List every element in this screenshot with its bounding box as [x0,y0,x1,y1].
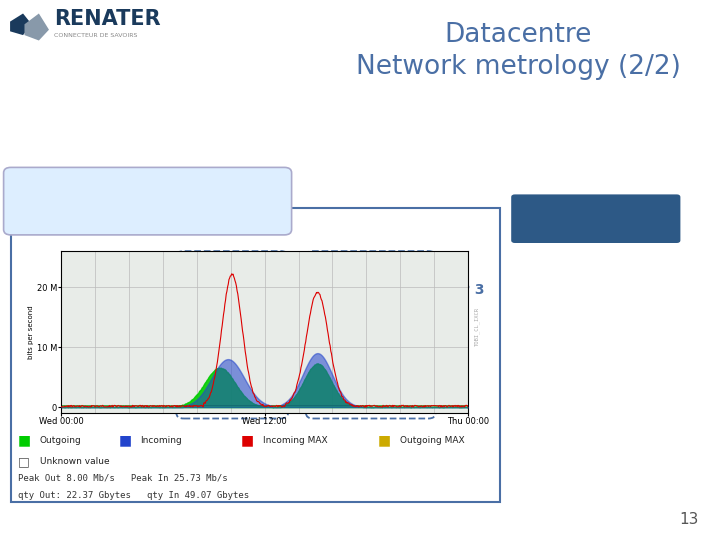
Text: ■: ■ [241,433,254,447]
Text: ■: ■ [18,433,31,447]
Text: ■: ■ [378,433,391,447]
Text: Outgoing MAX: Outgoing MAX [400,436,464,444]
Text: Datacentre: Datacentre [445,22,592,48]
Text: DCP 3: DCP 3 [411,284,484,312]
Text: 13: 13 [679,511,698,526]
Text: Incoming : Datacentre -> Exam Sites: Incoming : Datacentre -> Exam Sites [22,191,238,200]
Text: Incoming: Incoming [140,436,182,444]
Text: Network metrology (2/2): Network metrology (2/2) [356,55,681,80]
Text: Peak Out 8.00 Mb/s   Peak In 25.73 Mb/s: Peak Out 8.00 Mb/s Peak In 25.73 Mb/s [18,474,228,482]
Text: □: □ [18,455,30,468]
Text: Unknown value: Unknown value [40,457,109,466]
Text: Outgoing : Exam Sites -> Datacentre: Outgoing : Exam Sites -> Datacentre [22,211,238,221]
Polygon shape [24,14,49,40]
Text: qty Out: 22.37 Gbytes   qty In 49.07 Gbytes: qty Out: 22.37 Gbytes qty In 49.07 Gbyte… [18,491,249,500]
FancyBboxPatch shape [4,167,292,235]
Text: 3rd day: 3rd day [554,209,638,228]
FancyBboxPatch shape [11,208,500,502]
Y-axis label: bits per second: bits per second [28,305,34,359]
Polygon shape [10,14,32,35]
Text: TOBI_CL_IXCR: TOBI_CL_IXCR [474,307,480,346]
Text: CONNECTEUR DE SAVOIRS: CONNECTEUR DE SAVOIRS [54,32,138,38]
Text: Outgoing: Outgoing [40,436,81,444]
Text: -3G-ECNI-_3VPN-CNG-PARIS-TELEHOUSE / Site Central CNG ····2017: -3G-ECNI-_3VPN-CNG-PARIS-TELEHOUSE / Sit… [18,213,289,220]
FancyBboxPatch shape [511,194,680,243]
Text: LCA: LCA [125,284,215,313]
Text: ■: ■ [119,433,132,447]
Text: RENATER: RENATER [54,9,161,29]
Text: Incoming MAX: Incoming MAX [263,436,328,444]
